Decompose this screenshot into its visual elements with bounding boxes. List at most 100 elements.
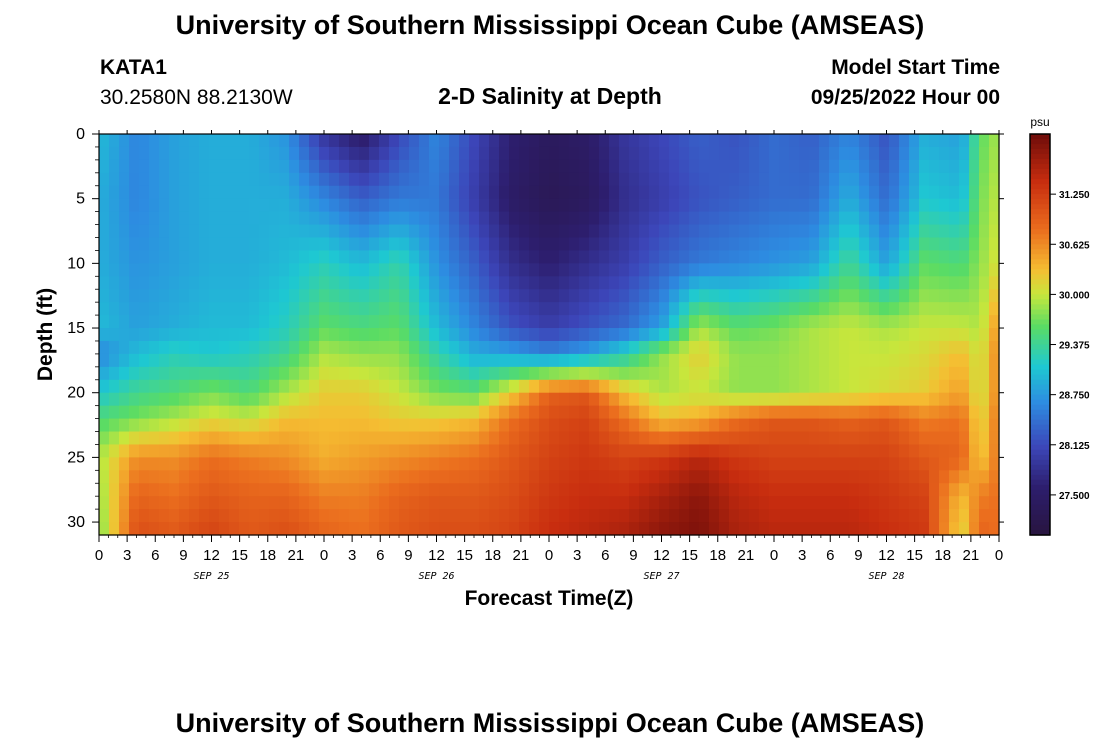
heatmap-cell: [729, 263, 740, 277]
heatmap-cell: [869, 276, 880, 290]
heatmap-cell: [849, 340, 860, 355]
heatmap-cell: [339, 302, 350, 316]
heatmap-cell: [519, 340, 530, 355]
heatmap-cell: [729, 470, 740, 484]
heatmap-cell: [119, 250, 130, 264]
heatmap-cell: [449, 444, 460, 458]
heatmap-cell: [369, 405, 380, 420]
heatmap-cell: [239, 353, 250, 368]
heatmap-cell: [679, 276, 690, 290]
heatmap-cell: [369, 509, 380, 523]
heatmap-cell: [749, 289, 760, 303]
heatmap-cell: [669, 522, 680, 536]
heatmap-cell: [199, 302, 210, 316]
x-tick-label: 21: [513, 547, 530, 564]
heatmap-cell: [229, 340, 240, 355]
heatmap-cell: [889, 237, 900, 252]
heatmap-cell: [379, 146, 390, 161]
colorbar-segment: [1030, 284, 1050, 290]
heatmap-cell: [769, 134, 780, 148]
heatmap-cell: [909, 444, 920, 458]
heatmap-cell: [499, 237, 510, 252]
heatmap-cell: [989, 431, 1000, 446]
heatmap-cell: [549, 366, 560, 381]
heatmap-cell: [299, 172, 310, 187]
heatmap-cell: [969, 328, 980, 342]
heatmap-cell: [969, 405, 980, 420]
heatmap-cell: [159, 146, 170, 161]
heatmap-cell: [179, 353, 190, 368]
heatmap-cell: [479, 483, 490, 497]
heatmap-cell: [789, 146, 800, 161]
heatmap-cell: [279, 496, 290, 510]
heatmap-cell: [439, 237, 450, 252]
heatmap-cell: [669, 392, 680, 407]
heatmap-cell: [589, 302, 600, 316]
heatmap-cell: [749, 353, 760, 368]
heatmap-cell: [159, 185, 170, 200]
heatmap-cell: [769, 276, 780, 290]
heatmap-cell: [919, 198, 930, 213]
heatmap-cell: [369, 198, 380, 213]
heatmap-cell: [509, 224, 520, 239]
heatmap-cell: [189, 366, 200, 381]
heatmap-cell: [439, 340, 450, 355]
heatmap-cell: [579, 146, 590, 161]
heatmap-cell: [339, 198, 350, 213]
heatmap-cell: [339, 224, 350, 239]
heatmap-cell: [109, 211, 120, 226]
heatmap-cell: [689, 224, 700, 239]
heatmap-cell: [509, 328, 520, 342]
heatmap-cell: [459, 496, 470, 510]
heatmap-cell: [779, 522, 790, 536]
heatmap-cell: [419, 470, 430, 484]
heatmap-cell: [759, 418, 770, 433]
heatmap-cell: [909, 198, 920, 213]
heatmap-cell: [699, 353, 710, 368]
heatmap-cell: [309, 522, 320, 536]
heatmap-cell: [829, 315, 840, 329]
heatmap-cell: [659, 522, 670, 536]
heatmap-cell: [269, 328, 280, 342]
heatmap-cell: [659, 353, 670, 368]
heatmap-cell: [539, 315, 550, 329]
heatmap-cell: [299, 340, 310, 355]
heatmap-cell: [189, 211, 200, 226]
heatmap-cell: [959, 366, 970, 381]
heatmap-cell: [179, 146, 190, 161]
heatmap-cell: [949, 353, 960, 368]
heatmap-cell: [189, 224, 200, 239]
heatmap-cell: [519, 457, 530, 471]
heatmap-cell: [849, 353, 860, 368]
heatmap-cell: [469, 224, 480, 239]
heatmap-cell: [169, 457, 180, 471]
heatmap-cell: [239, 340, 250, 355]
y-tick-label: 5: [76, 191, 85, 208]
heatmap-cell: [799, 379, 810, 394]
heatmap-cell: [849, 289, 860, 303]
heatmap-cell: [239, 392, 250, 407]
heatmap-cell: [669, 457, 680, 471]
heatmap-cell: [559, 522, 570, 536]
heatmap-cell: [589, 418, 600, 433]
heatmap-cell: [659, 146, 670, 161]
heatmap-cell: [179, 483, 190, 497]
heatmap-cell: [579, 302, 590, 316]
heatmap-cell: [119, 198, 130, 213]
heatmap-cell: [219, 185, 230, 200]
heatmap-cell: [499, 379, 510, 394]
heatmap-cell: [529, 134, 540, 148]
heatmap-cell: [169, 250, 180, 264]
heatmap-cell: [709, 302, 720, 316]
heatmap-cell: [559, 185, 570, 200]
heatmap-cell: [629, 159, 640, 174]
heatmap-cell: [569, 198, 580, 213]
heatmap-cell: [389, 146, 400, 161]
heatmap-cell: [789, 250, 800, 264]
heatmap-cell: [599, 328, 610, 342]
heatmap-cell: [839, 328, 850, 342]
heatmap-cell: [749, 457, 760, 471]
y-tick-label: 10: [67, 255, 85, 272]
heatmap-cell: [519, 198, 530, 213]
heatmap-cell: [799, 237, 810, 252]
